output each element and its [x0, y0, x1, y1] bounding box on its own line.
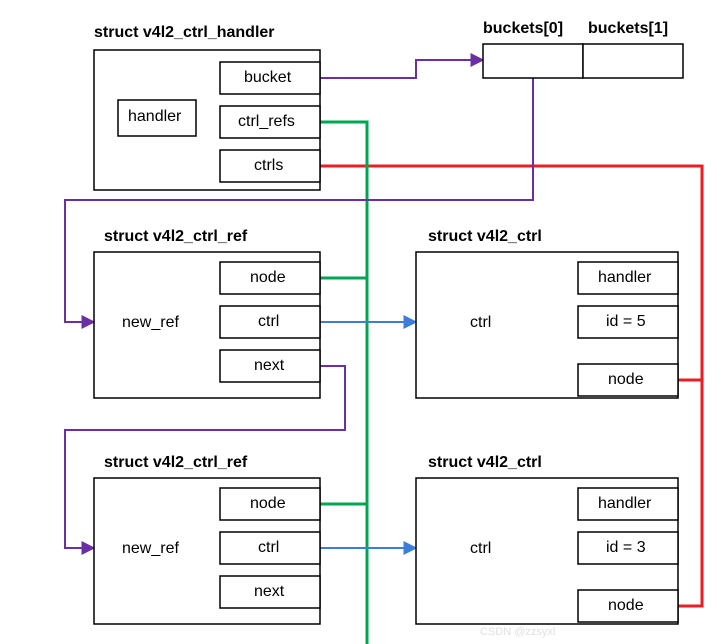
ctrl2-handler-label: handler	[598, 495, 651, 513]
ref1-title: struct v4l2_ctrl_ref	[104, 228, 247, 246]
ref1-next-label: next	[254, 357, 284, 375]
handler-title: struct v4l2_ctrl_handler	[94, 24, 275, 42]
buckets-1-cell	[583, 44, 683, 78]
handler-ctrlrefs-label: ctrl_refs	[238, 113, 295, 131]
watermark: CSDN @zzsyxl	[480, 626, 555, 638]
ref2-node-label: node	[250, 495, 286, 513]
ctrl1-title: struct v4l2_ctrl	[428, 228, 542, 246]
ctrl2-title: struct v4l2_ctrl	[428, 454, 542, 472]
ref1-node-label: node	[250, 269, 286, 287]
buckets-0-cell	[483, 44, 583, 78]
ctrl1-name: ctrl	[470, 314, 491, 332]
ref2-title: struct v4l2_ctrl_ref	[104, 454, 247, 472]
ref2-ctrl-label: ctrl	[258, 539, 279, 557]
buckets-1-label: buckets[1]	[588, 20, 668, 38]
ref1-name: new_ref	[122, 314, 179, 332]
buckets-0-label: buckets[0]	[483, 20, 563, 38]
handler-name: handler	[128, 108, 181, 126]
handler-bucket-label: bucket	[244, 69, 291, 87]
ref1-ctrl-label: ctrl	[258, 313, 279, 331]
ctrl1-handler-label: handler	[598, 269, 651, 287]
ctrl2-name: ctrl	[470, 540, 491, 558]
ctrl2-node-label: node	[608, 597, 644, 615]
handler-ctrls-label: ctrls	[254, 157, 283, 175]
ctrl2-id-label: id = 3	[606, 539, 646, 557]
ref2-next-label: next	[254, 583, 284, 601]
ctrl1-id-label: id = 5	[606, 313, 646, 331]
ref2-name: new_ref	[122, 540, 179, 558]
ctrl1-node-label: node	[608, 371, 644, 389]
